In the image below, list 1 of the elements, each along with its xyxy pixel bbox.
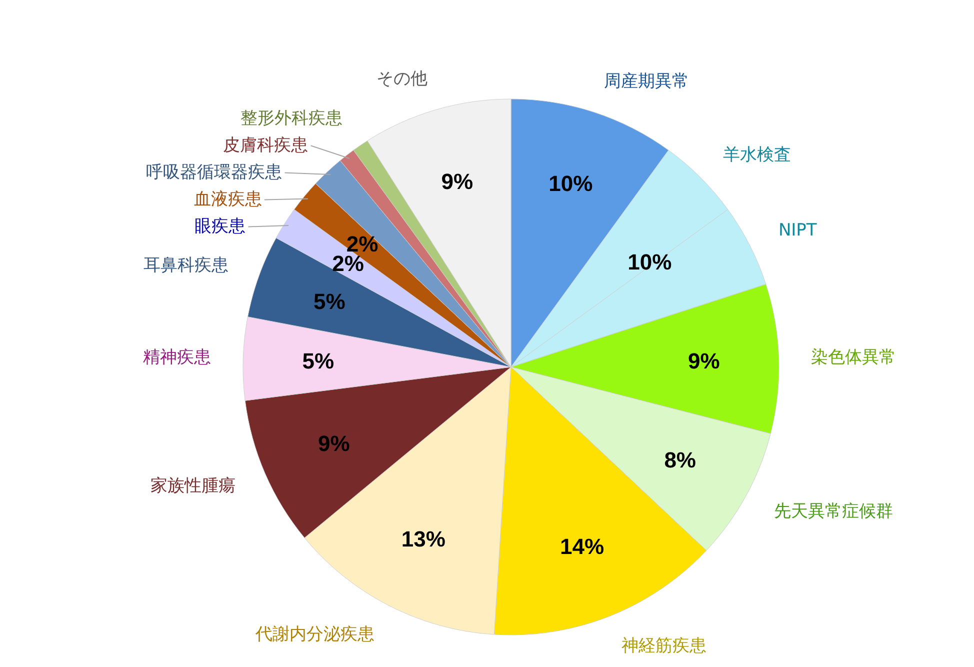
- annotation: 10%: [628, 250, 672, 275]
